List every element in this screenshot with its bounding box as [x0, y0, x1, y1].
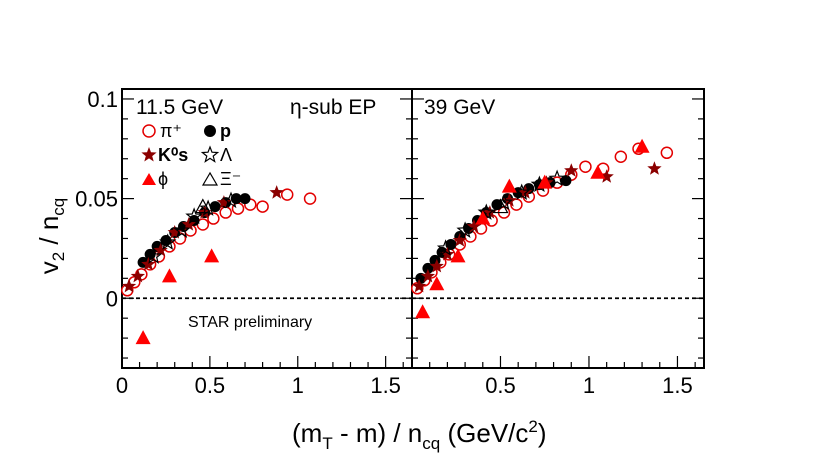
plot-frame — [411, 88, 705, 369]
panel-label-39-gev: 39 GeV — [424, 96, 495, 119]
legend-label-k0s: K⁰s — [158, 145, 188, 165]
data-point-ϕ — [634, 138, 650, 153]
data-point-π+ — [660, 146, 674, 160]
data-point-Λ — [477, 203, 496, 220]
x-tick-label: 1 — [583, 373, 595, 398]
data-point-K0s — [121, 278, 137, 293]
data-point-Ξ- — [492, 198, 509, 214]
data-point-Λ — [548, 169, 566, 187]
data-point-ϕ — [204, 248, 220, 263]
data-point-ϕ — [590, 164, 606, 179]
data-point-ϕ — [450, 248, 466, 263]
y-tick-label: 0.1 — [87, 87, 118, 112]
panel-11p5-gev: 0 0.5 1 1.5 0 0.05 0.1 — [75, 87, 413, 398]
data-point-Λ — [173, 221, 191, 238]
legend-marker-pi — [142, 124, 156, 138]
data-point-K0s — [452, 233, 467, 247]
data-point-K0s — [429, 258, 444, 273]
legend-marker-k0s — [141, 147, 157, 162]
legend: π⁺ p K⁰s Λ ϕ Ξ⁻ — [141, 121, 241, 189]
legend-marker-p — [204, 125, 216, 137]
data-point-Ξ- — [194, 198, 211, 214]
svg-text:(mT - m) / ncq (GeV/c2): (mT - m) / ncq (GeV/c2) — [292, 417, 547, 453]
data-point-K0s — [564, 163, 579, 177]
data-point-π+ — [280, 188, 294, 201]
data-point-ϕ — [475, 210, 491, 225]
data-point-K0s — [518, 185, 533, 199]
data-point-π+ — [256, 200, 269, 213]
data-point-K0s — [482, 205, 497, 219]
legend-label-p: p — [220, 121, 231, 141]
data-point-π+ — [579, 160, 592, 173]
star-preliminary-note: STAR preliminary — [188, 314, 312, 331]
data-point-p — [445, 238, 457, 250]
x-tick-label: 1.5 — [370, 373, 401, 398]
svg-text:v2 / ncq: v2 / ncq — [34, 198, 68, 275]
method-label: η-sub EP — [290, 96, 376, 119]
series-Ξ- — [194, 198, 211, 214]
data-point-π+ — [219, 206, 232, 219]
data-point-K0s — [216, 195, 232, 209]
series-ϕ — [135, 248, 220, 345]
series-Ξ- — [492, 198, 509, 214]
legend-marker-phi — [142, 173, 156, 185]
data-point-ϕ — [537, 174, 553, 189]
data-point-K0s — [411, 278, 427, 293]
data-point-ϕ — [501, 178, 517, 193]
data-point-Λ — [513, 183, 531, 201]
x-axis-title: (mT - m) / ncq (GeV/c2) — [292, 417, 547, 453]
data-point-K0s — [440, 246, 455, 261]
legend-label-pi: π⁺ — [160, 121, 182, 141]
data-point-K0s — [599, 169, 614, 183]
y-axis-title: v2 / ncq — [34, 198, 68, 275]
data-point-K0s — [130, 268, 145, 283]
legend-marker-xi — [201, 171, 219, 186]
x-tick-label: 0.5 — [195, 373, 226, 398]
data-point-K0s — [420, 268, 436, 283]
x-tick-label: 1.5 — [662, 373, 693, 398]
data-point-Λ — [222, 191, 240, 209]
legend-label-lambda: Λ — [220, 145, 232, 165]
data-point-Λ — [456, 221, 474, 238]
data-point-p — [239, 193, 251, 205]
data-point-K0s — [153, 242, 168, 257]
panel-39-gev: 0.5 1 1.5 — [411, 88, 705, 398]
data-point-Λ — [199, 199, 217, 216]
data-point-K0s — [167, 225, 182, 239]
data-point-π+ — [303, 192, 317, 205]
x-tick-label: 1 — [292, 373, 304, 398]
legend-label-phi: ϕ — [158, 169, 168, 189]
data-point-K0s — [647, 161, 662, 175]
series-π+ — [411, 142, 674, 295]
y-tick-label: 0 — [106, 286, 118, 311]
data-point-Λ — [144, 247, 163, 264]
x-tick-label: 0.5 — [485, 373, 516, 398]
data-point-ϕ — [429, 276, 445, 291]
panel-label-11p5-gev: 11.5 GeV — [136, 96, 223, 119]
data-point-π+ — [614, 150, 628, 164]
data-point-Λ — [185, 207, 203, 224]
legend-marker-lambda — [200, 145, 220, 163]
y-tick-label: 0.05 — [75, 187, 118, 212]
data-point-ϕ — [415, 304, 431, 319]
data-point-K0s — [466, 219, 482, 233]
x-tick-label: 0 — [116, 373, 128, 398]
series-ϕ — [415, 138, 650, 319]
data-point-π+ — [231, 202, 245, 215]
data-point-ϕ — [161, 268, 177, 283]
series-Λ — [144, 191, 240, 264]
data-point-π+ — [207, 212, 220, 225]
data-point-Λ — [436, 239, 455, 256]
data-point-Λ — [158, 233, 177, 250]
legend-label-xi: Ξ⁻ — [220, 169, 241, 189]
data-point-ϕ — [135, 330, 151, 345]
data-point-p — [422, 262, 434, 274]
data-point-K0s — [269, 185, 284, 199]
